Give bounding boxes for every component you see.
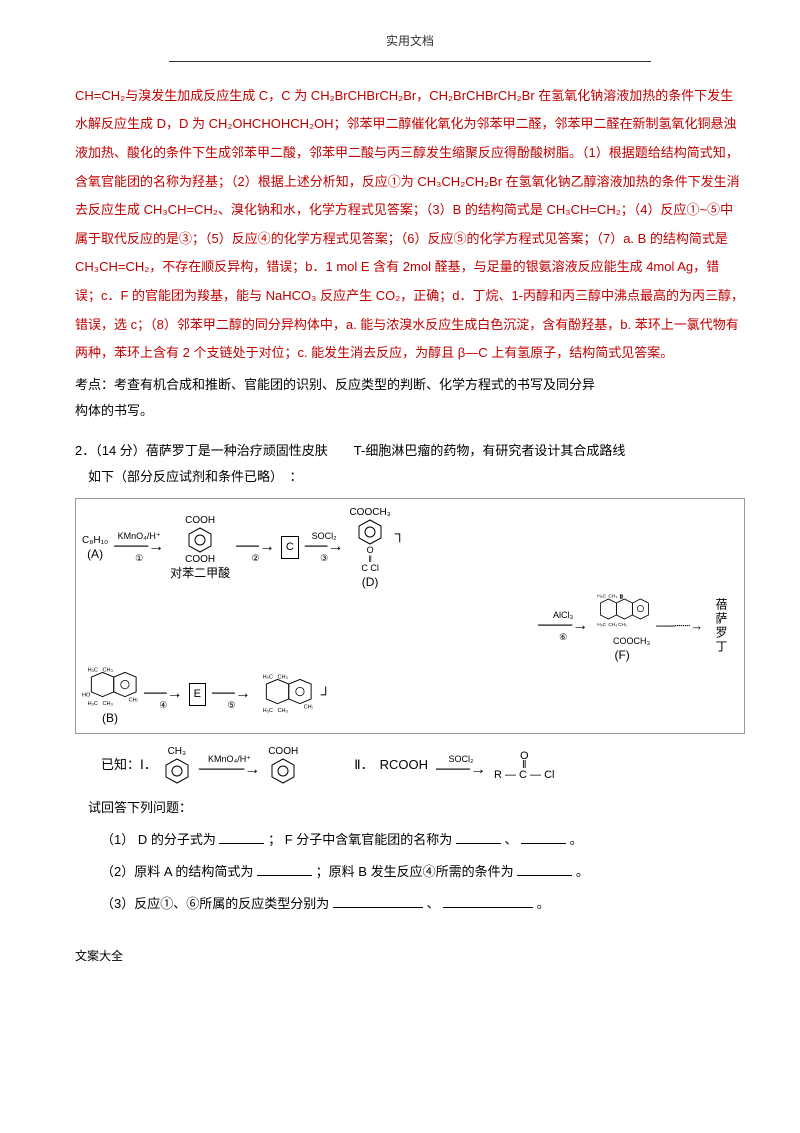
- tpa-bot: COOH: [185, 554, 215, 565]
- svg-text:CH₃: CH₃: [609, 593, 618, 599]
- blank-input[interactable]: [219, 831, 264, 844]
- known-reactions: 已知：Ⅰ． CH₃ KMnO₄/H⁺ ────→ COOH Ⅱ． RCOOH S…: [101, 746, 745, 785]
- sub-question-1: （1） D 的分子式为 ； F 分子中含氧官能团的名称为 、 。: [101, 827, 745, 853]
- arrow-1-num: ①: [114, 554, 164, 563]
- synthesis-scheme: C₈H₁₀ (A) KMnO₄/H⁺ ───→ ① COOH COOH 对苯二甲…: [75, 498, 745, 734]
- svg-text:CH₃: CH₃: [609, 622, 618, 628]
- svg-text:HO: HO: [82, 693, 91, 699]
- arrow-6: AlCl₃ ───→ ⑥: [536, 611, 590, 642]
- bicyclic-icon: H₃CCH₃ O H₃CCH₃ CH₃: [594, 591, 650, 637]
- arrow-2-num: ②: [236, 554, 275, 563]
- blank-input[interactable]: [443, 895, 533, 908]
- known-arrow-2: SOCl₂ ───→: [434, 755, 488, 777]
- svg-text:CH₃: CH₃: [129, 697, 138, 703]
- arrow-5-num: ⑤: [212, 701, 251, 710]
- terephthalic-acid: COOH COOH 对苯二甲酸: [170, 515, 230, 580]
- sub3-text-a: （3）反应①、⑥所属的反应类型分别为: [101, 896, 329, 911]
- toluene: CH₃: [163, 746, 191, 785]
- tpa-name: 对苯二甲酸: [170, 567, 230, 580]
- svg-text:CH₃: CH₃: [103, 701, 113, 707]
- sub1-text-b: ； F 分子中含氧官能团的名称为: [268, 832, 452, 847]
- compound-e-box: E: [189, 683, 206, 706]
- compound-a: C₈H₁₀ (A): [82, 535, 108, 561]
- question-2-intro: 2．（14 分）蓓萨罗丁是一种治疗顽固性皮肤 T-细胞淋巴瘤的药物，有研究者设计…: [75, 438, 745, 464]
- compound-b: H₃CCH₃ HO H₃CCH₃ CH₃ (B): [82, 664, 138, 725]
- acyl-rcl: R — C — Cl: [494, 769, 555, 781]
- d-top: COOCH₃: [349, 507, 390, 518]
- sub1-text-d: 。: [570, 832, 583, 847]
- svg-text:CH₃: CH₃: [303, 705, 312, 711]
- bicyclic-icon: H₃CCH₃ H₃CCH₃ CH₃: [257, 671, 313, 717]
- blank-input[interactable]: [517, 863, 572, 876]
- blank-input[interactable]: [521, 831, 566, 844]
- answer-prompt: 试回答下列问题：: [75, 795, 745, 821]
- compound-d: COOCH₃ O ‖ C Cl (D): [349, 507, 390, 589]
- sub-question-2: （2）原料 A 的结构简式为 ；原料 B 发生反应④所需的条件为 。: [101, 859, 745, 885]
- known-prefix: 已知：Ⅰ．: [101, 753, 157, 778]
- compound-f: H₃CCH₃ O H₃CCH₃ CH₃ COOCH₃ (F): [594, 591, 650, 662]
- sub2-text-c: 。: [576, 864, 589, 879]
- kaodian-line-2: 构体的书写。: [75, 398, 745, 424]
- known-ii-left: RCOOH: [380, 753, 428, 778]
- sub3-text-b: 、: [426, 896, 439, 911]
- a-label: (A): [87, 548, 103, 561]
- known-cooh: COOH: [268, 746, 298, 757]
- f-label: (F): [614, 649, 629, 662]
- blank-input[interactable]: [333, 895, 423, 908]
- d-label: (D): [362, 576, 379, 589]
- sub2-text-a: （2）原料 A 的结构简式为: [101, 864, 253, 879]
- benzene-icon: [186, 526, 214, 554]
- svg-text:CH₃: CH₃: [618, 622, 627, 628]
- question-2-intro-2: 如下（部分反应试剂和条件已略） ：: [75, 464, 745, 490]
- benzene-icon: [356, 518, 384, 546]
- blank-input[interactable]: [257, 863, 312, 876]
- benzene-icon: [163, 757, 191, 785]
- a-formula: C₈H₁₀: [82, 535, 108, 546]
- known-arrow-1: KMnO₄/H⁺ ────→: [197, 755, 262, 777]
- acyl-chloride: O ‖ R — C — Cl: [494, 750, 555, 782]
- svg-text:H₃C: H₃C: [597, 622, 606, 628]
- svg-text:H₃C: H₃C: [597, 593, 606, 599]
- explanation-paragraph: CH=CH₂与溴发生加成反应生成 C，C 为 CH₂BrCHBrCH₂Br，CH…: [75, 82, 745, 368]
- b-label: (B): [102, 712, 118, 725]
- svg-text:H₃C: H₃C: [88, 701, 98, 707]
- known-ch3: CH₃: [168, 746, 187, 757]
- svg-text:H₃C: H₃C: [262, 709, 272, 715]
- sub2-text-b: ；原料 B 发生反应④所需的条件为: [316, 864, 514, 879]
- compound-c-box: C: [281, 536, 299, 559]
- arrow-2: ──→ ②: [234, 532, 277, 563]
- f-cooch3: COOCH₃: [613, 637, 650, 647]
- sub1-text-a: （1） D 的分子式为: [101, 832, 216, 847]
- product-name: 蓓萨罗丁: [709, 598, 732, 654]
- arrow-4-num: ④: [144, 701, 183, 710]
- header-divider: [169, 61, 651, 62]
- arrow-1: KMnO₄/H⁺ ───→ ①: [112, 532, 166, 563]
- svg-text:H₃C: H₃C: [88, 667, 98, 673]
- benzoic-acid: COOH: [268, 746, 298, 785]
- page-footer: 文案大全: [75, 945, 745, 968]
- intermediate-bicyclic: H₃CCH₃ H₃CCH₃ CH₃: [257, 671, 313, 717]
- arrow-6-num: ⑥: [538, 633, 588, 642]
- arrow-3-num: ③: [305, 554, 344, 563]
- arrow-4: ──→ ④: [142, 679, 185, 710]
- arrow-5: ──→ ⑤: [210, 679, 253, 710]
- svg-text:H₃C: H₃C: [262, 675, 272, 681]
- sub-question-3: （3）反应①、⑥所属的反应类型分别为 、 。: [101, 891, 745, 917]
- blank-input[interactable]: [456, 831, 501, 844]
- kaodian-line-1: 考点：考查有机合成和推断、官能团的识别、反应类型的判断、化学方程式的书写及同分异: [75, 372, 745, 398]
- arrow-3: SOCl₂ ──→ ③: [303, 532, 346, 563]
- svg-text:CH₃: CH₃: [277, 709, 287, 715]
- page-header: 实用文档: [75, 30, 745, 53]
- d-cl: C Cl: [361, 564, 379, 574]
- arrow-dashed: ──┈┈→: [654, 621, 705, 631]
- sub3-text-c: 。: [537, 896, 550, 911]
- known-ii-prefix: Ⅱ．: [354, 753, 373, 778]
- sub1-text-c: 、: [505, 832, 518, 847]
- tpa-top: COOH: [185, 515, 215, 526]
- benzene-icon: [269, 757, 297, 785]
- bicyclic-icon: H₃CCH₃ HO H₃CCH₃ CH₃: [82, 664, 138, 710]
